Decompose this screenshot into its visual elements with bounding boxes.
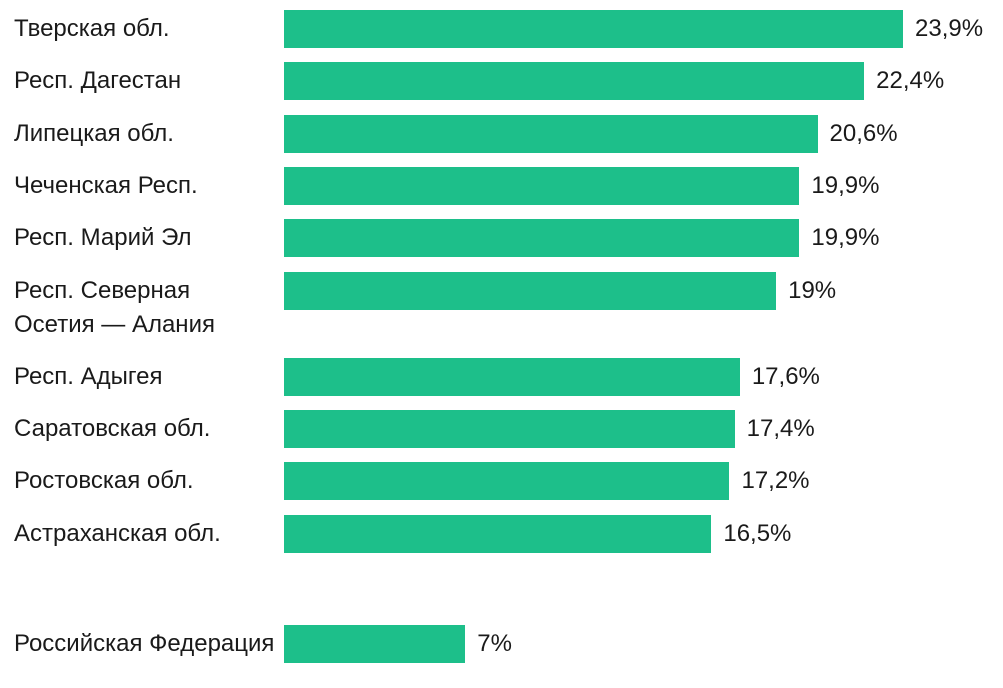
bar (284, 271, 777, 310)
value-label: 20,6% (829, 119, 898, 147)
bar (284, 514, 712, 553)
value-label: 17,2% (741, 467, 810, 495)
bar (284, 410, 735, 449)
bar (284, 462, 730, 501)
bar (284, 114, 818, 153)
bar (284, 62, 865, 101)
category-label: Липецкая обл. (14, 119, 174, 147)
value-label: 7% (477, 630, 512, 657)
bar (284, 357, 740, 396)
value-label: 16,5% (723, 519, 792, 547)
value-label: 19,9% (811, 224, 880, 252)
bar (284, 166, 800, 205)
value-label: 17,6% (751, 362, 820, 390)
bar (284, 10, 903, 48)
category-label: Ростовская обл. (14, 467, 194, 495)
value-label: 19% (788, 276, 837, 304)
value-label: 17,4% (746, 415, 815, 443)
category-label: Респ. Адыгея (14, 362, 163, 390)
value-label: 19,9% (811, 171, 880, 199)
value-label: 22,4% (876, 67, 945, 95)
category-label: Российская Федерация (14, 630, 275, 657)
category-label: Респ. Северная Осетия — Алания (14, 276, 215, 338)
bar (284, 219, 800, 258)
bar (284, 625, 466, 663)
category-label: Саратовская обл. (14, 415, 211, 443)
category-label: Астраханская обл. (14, 519, 221, 547)
category-label: Чеченская Респ. (14, 171, 198, 199)
value-label: 23,9% (915, 15, 984, 42)
category-label: Респ. Марий Эл (14, 224, 192, 252)
category-label: Тверская обл. (14, 15, 170, 42)
category-label: Респ. Дагестан (14, 67, 182, 95)
